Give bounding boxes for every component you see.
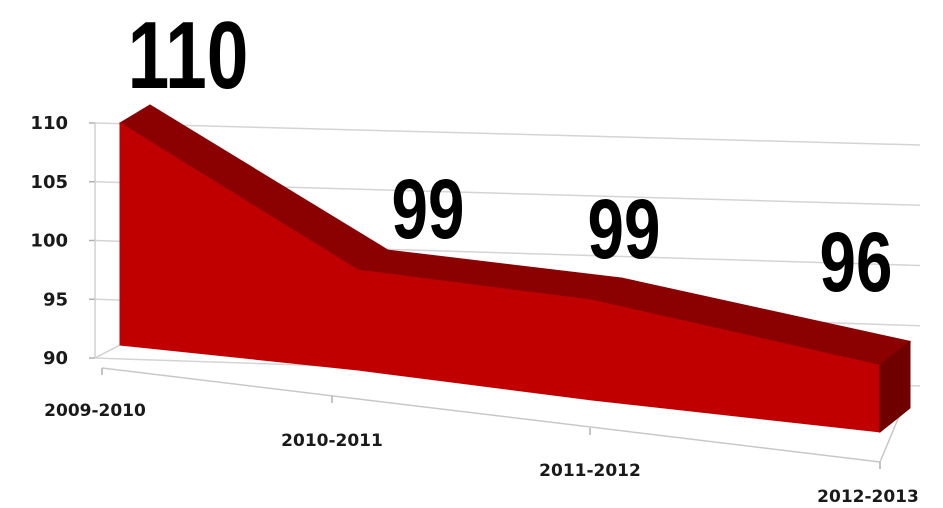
series-area (119, 104, 912, 434)
floor-edge-left (94, 344, 121, 359)
x-tick-label: 2011-2012 (539, 461, 641, 481)
x-axis-line (101, 367, 881, 463)
x-tick-label: 2009-2010 (44, 401, 146, 421)
y-axis-ticks: 90 95 100 105 110 (30, 113, 68, 369)
data-label-2009-2010: 110 (128, 2, 249, 109)
y-tick-label: 105 (30, 172, 68, 193)
y-tick-label: 110 (30, 113, 68, 134)
x-tick-label: 2010-2011 (281, 431, 383, 451)
y-tick-label: 95 (43, 289, 68, 310)
data-label-2011-2012: 99 (588, 182, 661, 276)
x-axis-ticks: 2009-2010 2010-2011 2011-2012 2012-2013 (44, 368, 919, 507)
data-label-2010-2011: 99 (392, 162, 465, 256)
y-tick-label: 90 (43, 348, 68, 369)
data-label-2012-2013: 96 (820, 215, 893, 309)
area-end-cap (879, 340, 911, 434)
data-labels: 110 99 99 96 (128, 2, 893, 309)
gridline (94, 122, 921, 146)
x-tick-label: 2012-2013 (817, 487, 919, 507)
y-tick-label: 100 (30, 231, 68, 252)
